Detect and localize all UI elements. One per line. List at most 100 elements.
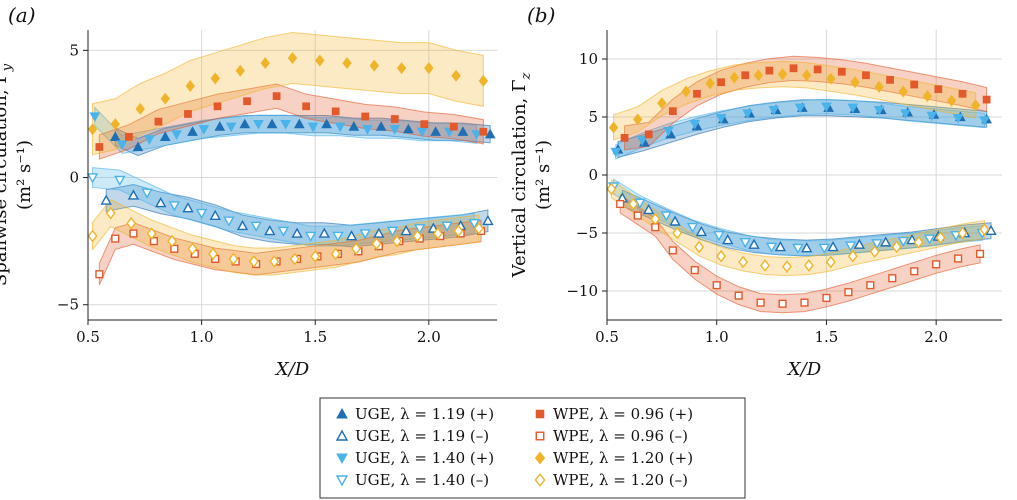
data-point — [869, 245, 880, 258]
data-point — [888, 274, 897, 283]
x-tick-label: 0.5 — [76, 328, 100, 346]
data-point — [332, 231, 344, 242]
data-point — [789, 64, 798, 73]
data-point — [636, 136, 648, 146]
legend-label: WPE, λ = 0.96 (+) — [553, 405, 693, 423]
data-point — [782, 260, 792, 273]
data-point — [198, 125, 210, 135]
data-point — [127, 189, 140, 200]
data-point — [260, 57, 270, 70]
data-point — [236, 219, 249, 231]
data-point — [105, 206, 116, 220]
data-point — [756, 298, 765, 307]
series-band — [94, 106, 478, 155]
series-band — [98, 219, 482, 286]
data-point — [827, 240, 839, 252]
data-point — [910, 267, 919, 276]
data-point — [471, 130, 482, 140]
data-point — [734, 291, 743, 300]
data-point — [910, 80, 919, 89]
x-tick-label: 2.0 — [924, 328, 948, 346]
y-axis-unit: (m² s⁻¹) — [533, 140, 554, 210]
data-point — [616, 199, 625, 209]
data-point — [451, 69, 461, 82]
data-point — [778, 299, 787, 308]
data-point — [643, 203, 655, 215]
series-band — [615, 98, 985, 160]
data-point — [628, 197, 639, 211]
data-point — [361, 112, 370, 121]
data-point — [318, 227, 331, 238]
data-point — [954, 254, 963, 263]
data-point — [792, 243, 804, 255]
data-point — [847, 249, 858, 263]
data-point — [187, 242, 198, 256]
data-point — [922, 90, 933, 103]
data-point — [952, 114, 964, 124]
data-point — [209, 209, 221, 221]
data-point — [729, 71, 739, 84]
data-point — [111, 234, 120, 243]
data-point — [660, 211, 672, 222]
data-point — [225, 122, 237, 133]
data-point — [712, 281, 721, 290]
legend-marker — [535, 431, 545, 441]
data-point — [813, 65, 822, 74]
data-point — [738, 255, 748, 269]
data-point — [302, 102, 311, 111]
data-point — [321, 118, 332, 129]
data-point — [946, 94, 957, 107]
data-point — [689, 119, 701, 130]
data-point — [694, 240, 705, 254]
data-point — [195, 208, 208, 220]
data-point — [935, 231, 946, 244]
data-point — [396, 62, 407, 75]
data-point — [850, 76, 860, 89]
legend-marker — [336, 407, 348, 419]
data-point — [748, 238, 760, 249]
data-point — [825, 255, 836, 269]
data-point — [663, 126, 674, 137]
data-point — [774, 240, 787, 252]
data-point — [110, 118, 120, 131]
legend-box — [319, 397, 746, 499]
series-band — [617, 99, 988, 159]
data-point — [430, 126, 441, 136]
x-axis-title: X/D — [786, 359, 822, 380]
data-point — [716, 249, 727, 263]
data-point — [210, 72, 220, 85]
data-point — [473, 222, 484, 235]
series-band — [613, 60, 977, 141]
data-point — [715, 114, 727, 124]
data-point — [957, 226, 968, 240]
data-point — [668, 246, 677, 255]
data-point — [248, 255, 259, 268]
data-point — [681, 85, 691, 98]
data-point — [223, 216, 235, 227]
data-point — [412, 229, 423, 243]
legend-marker — [534, 451, 546, 465]
data-point — [403, 123, 414, 134]
data-point — [160, 92, 170, 105]
data-point — [862, 71, 870, 80]
data-point — [970, 99, 981, 112]
data-point — [420, 120, 429, 128]
data-point — [668, 107, 677, 116]
data-point — [167, 234, 178, 248]
x-tick-label: 0.5 — [595, 328, 619, 346]
data-point — [886, 76, 894, 84]
data-point — [898, 85, 908, 98]
panel-label: (a) — [8, 3, 36, 27]
data-point — [802, 69, 812, 82]
data-point — [484, 128, 496, 139]
data-point — [853, 238, 866, 249]
legend-label: UGE, λ = 1.40 (+) — [355, 449, 494, 467]
data-point — [453, 224, 464, 238]
data-point — [171, 130, 182, 140]
data-point — [287, 51, 298, 64]
data-point — [932, 260, 941, 269]
data-point — [100, 194, 112, 205]
data-point — [753, 69, 764, 82]
data-point — [126, 217, 137, 230]
data-point — [979, 223, 990, 236]
